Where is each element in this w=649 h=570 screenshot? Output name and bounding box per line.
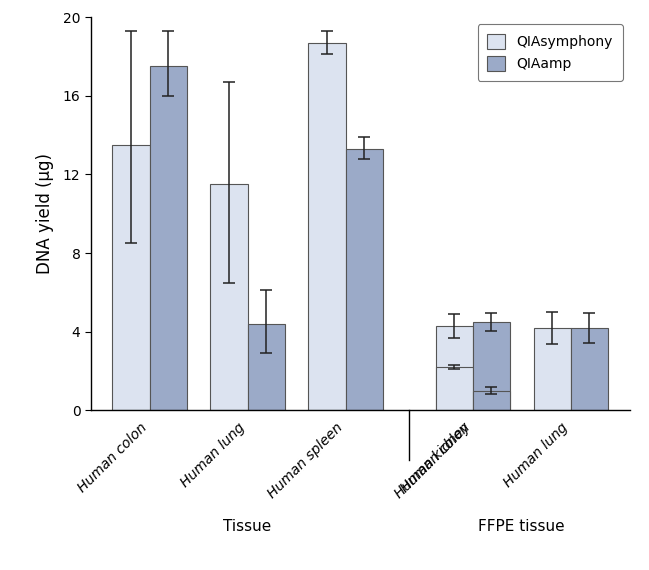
Text: Human kidney: Human kidney <box>392 420 473 501</box>
Text: Human spleen: Human spleen <box>265 420 345 501</box>
Bar <box>570 328 608 410</box>
Bar <box>435 326 473 410</box>
Bar <box>210 184 247 410</box>
Text: Human colon: Human colon <box>75 420 150 495</box>
Bar <box>112 145 150 410</box>
Bar <box>150 66 187 410</box>
Bar <box>435 367 473 410</box>
Text: Human lung: Human lung <box>178 420 247 490</box>
Text: Human colon: Human colon <box>398 420 473 495</box>
Bar <box>473 391 510 410</box>
Bar <box>533 328 570 410</box>
Legend: QIAsymphony, QIAamp: QIAsymphony, QIAamp <box>478 24 622 81</box>
Y-axis label: DNA yield (µg): DNA yield (µg) <box>36 153 55 274</box>
Text: Tissue: Tissue <box>223 519 272 534</box>
Bar <box>473 322 510 410</box>
Bar <box>247 324 285 410</box>
Text: Human lung: Human lung <box>501 420 570 490</box>
Text: FFPE tissue: FFPE tissue <box>478 519 565 534</box>
Bar <box>308 43 345 410</box>
Bar <box>345 149 383 410</box>
